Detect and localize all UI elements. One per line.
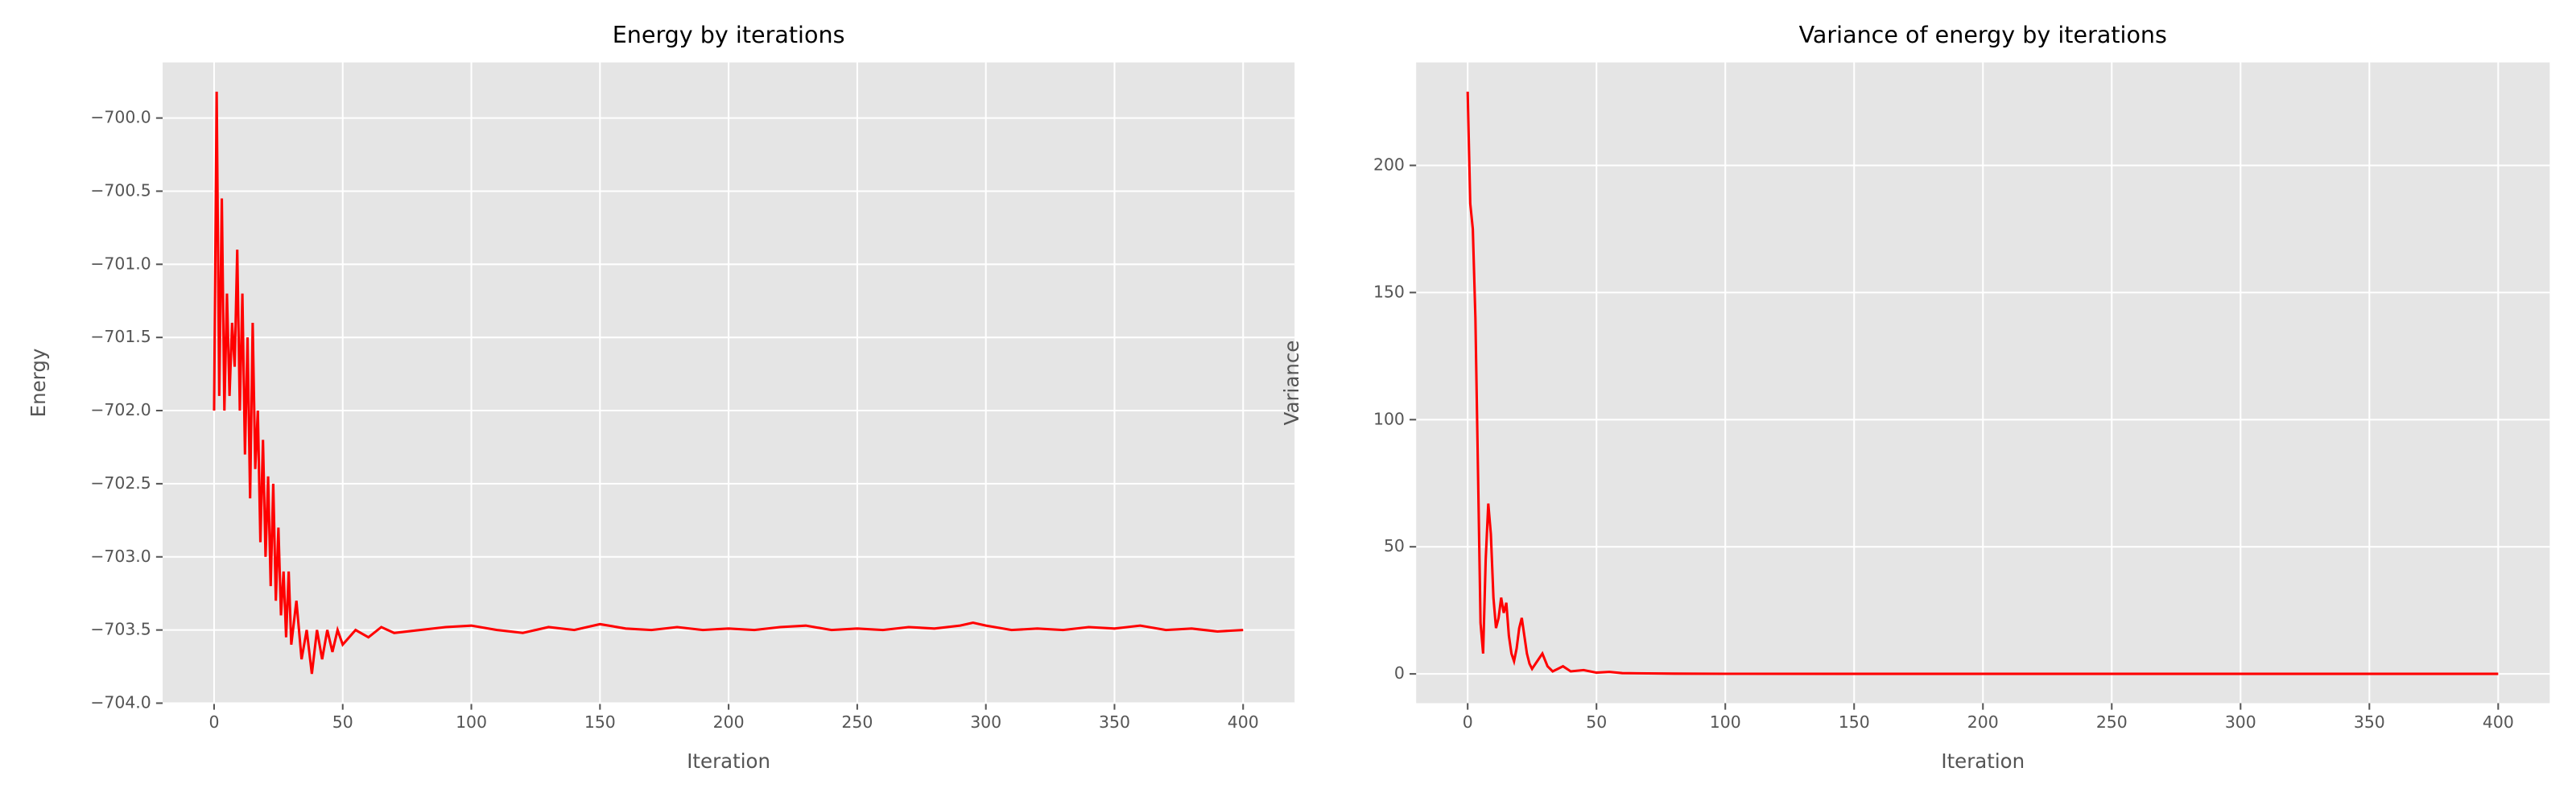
y-axis-label: Variance: [1280, 341, 1303, 426]
y-tick-label: 0: [1394, 663, 1405, 683]
y-tick-label: −700.0: [90, 108, 151, 127]
y-tick-label: −703.5: [90, 620, 151, 639]
x-tick-label: 150: [1839, 712, 1870, 732]
y-tick-label: 200: [1373, 155, 1405, 174]
x-tick-label: 300: [970, 712, 1001, 732]
y-tick-label: −702.0: [90, 400, 151, 419]
x-tick-label: 200: [713, 712, 745, 732]
y-tick-label: −704.0: [90, 692, 151, 712]
x-tick-label: 400: [1228, 712, 1259, 732]
x-tick-label: 50: [1586, 712, 1607, 732]
y-tick-label: 100: [1373, 409, 1405, 428]
y-axis-label: Energy: [27, 349, 50, 418]
y-tick-label: 150: [1373, 282, 1405, 301]
x-tick-label: 200: [1967, 712, 1999, 732]
x-tick-label: 400: [2483, 712, 2514, 732]
y-tick-label: −701.0: [90, 254, 151, 273]
y-tick-label: −702.5: [90, 473, 151, 493]
x-axis-label: Iteration: [687, 749, 770, 773]
x-tick-label: 350: [1099, 712, 1130, 732]
x-tick-label: 100: [1710, 712, 1741, 732]
x-tick-label: 300: [2225, 712, 2256, 732]
x-tick-label: 100: [456, 712, 487, 732]
chart-title: Variance of energy by iterations: [1799, 21, 2167, 48]
x-tick-label: 250: [841, 712, 873, 732]
x-tick-label: 350: [2354, 712, 2385, 732]
chart-title: Energy by iterations: [613, 21, 845, 48]
y-tick-label: −701.5: [90, 327, 151, 346]
data-line: [213, 91, 1244, 675]
x-axis-label: Iteration: [1941, 749, 2025, 773]
y-tick-label: 50: [1384, 536, 1405, 555]
x-tick-label: 250: [2096, 712, 2128, 732]
x-tick-label: 0: [208, 712, 219, 732]
x-tick-label: 50: [332, 712, 353, 732]
x-tick-label: 150: [584, 712, 616, 732]
y-tick-label: −700.5: [90, 180, 151, 200]
y-tick-label: −703.0: [90, 547, 151, 566]
x-tick-label: 0: [1463, 712, 1473, 732]
data-line: [1466, 91, 2499, 675]
